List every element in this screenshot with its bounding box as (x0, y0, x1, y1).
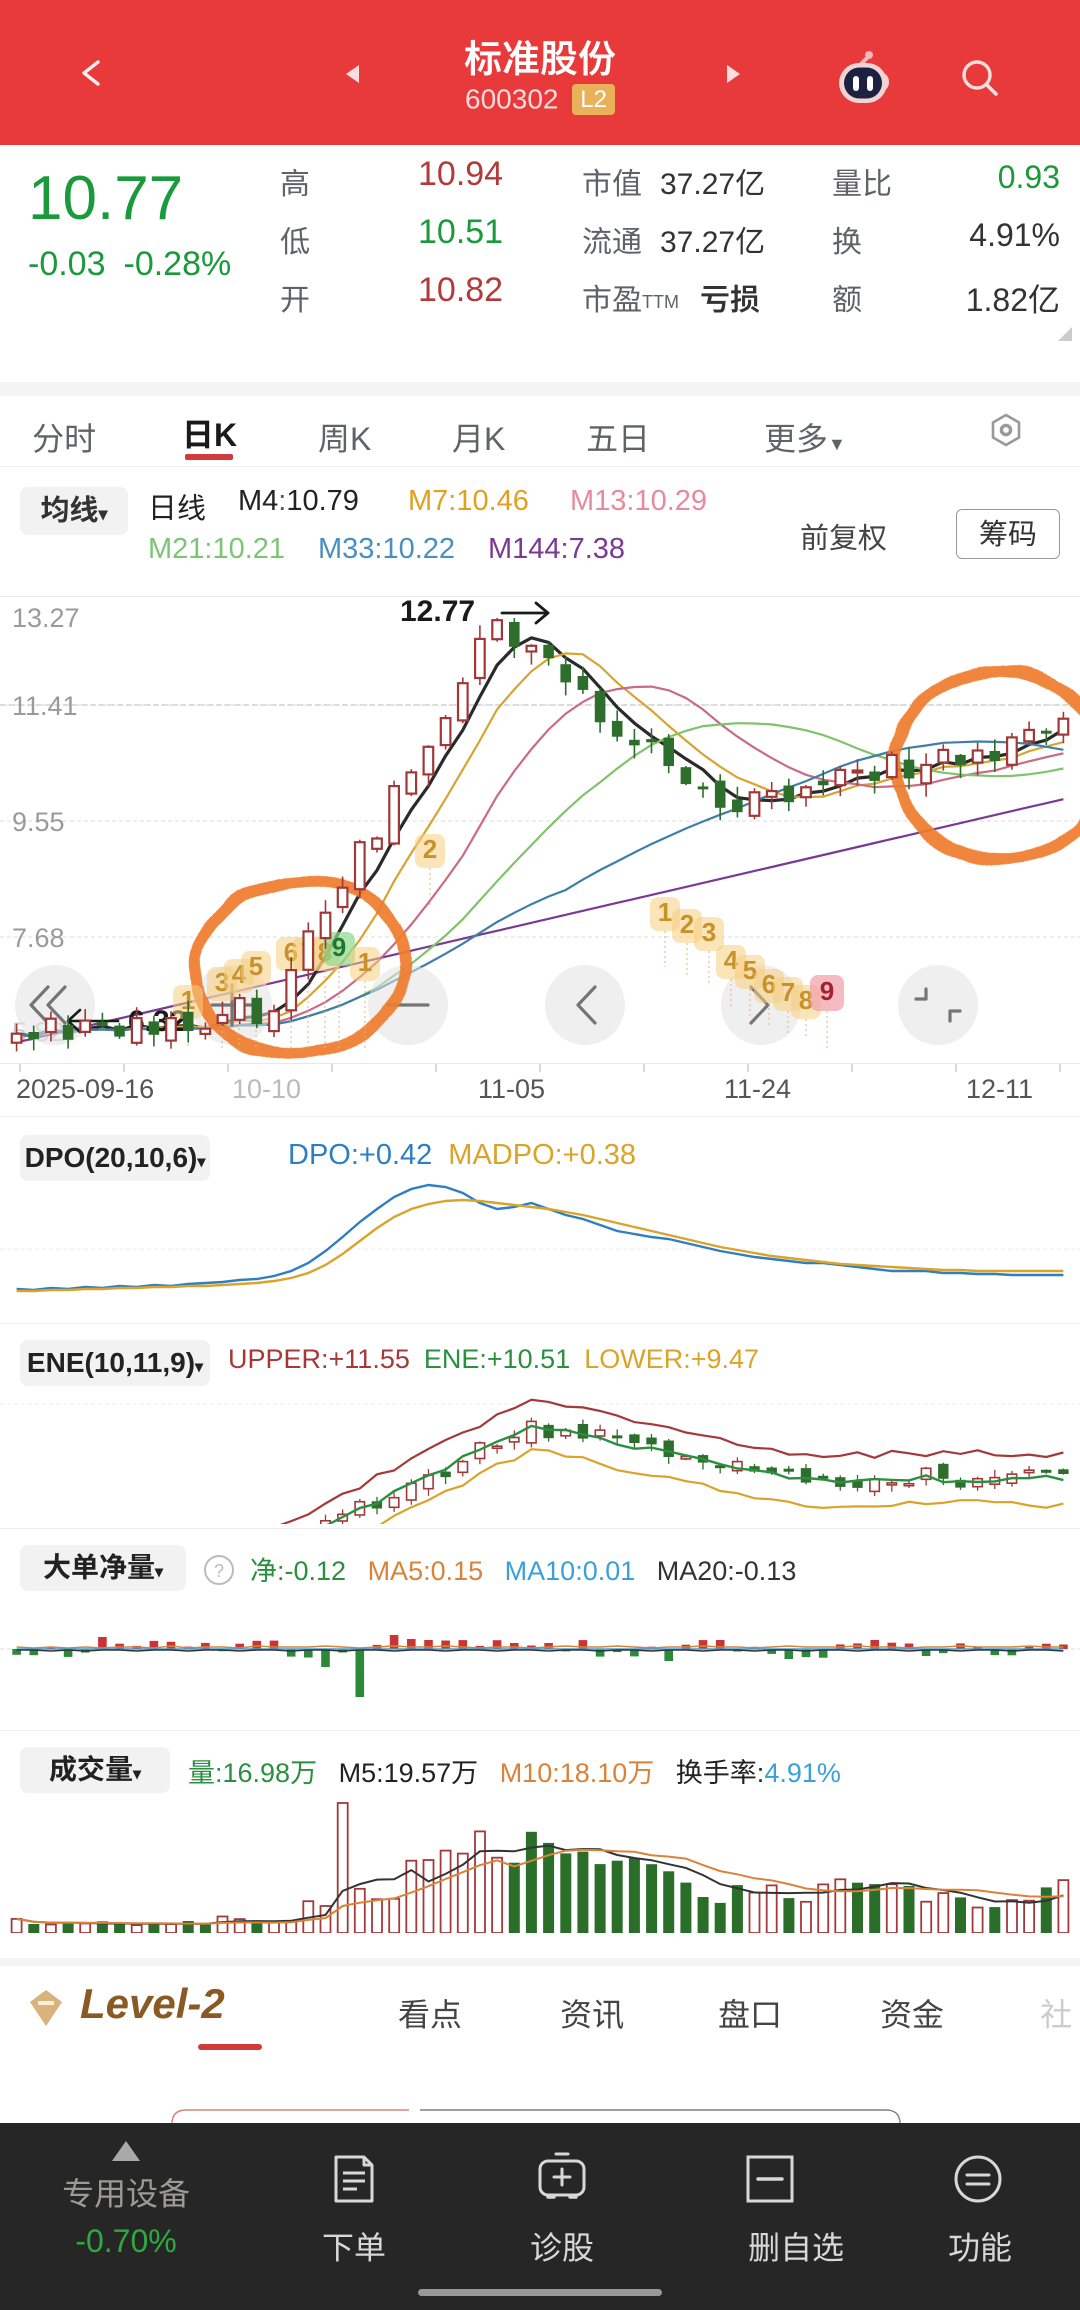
svg-text:3: 3 (702, 917, 716, 947)
svg-text:12.77: 12.77 (400, 597, 475, 628)
svg-text:?: ? (214, 1561, 224, 1581)
svg-text:1: 1 (658, 897, 672, 927)
svg-text:2: 2 (423, 834, 437, 864)
svg-text:9.55: 9.55 (12, 807, 65, 837)
svg-text:13.27: 13.27 (12, 603, 80, 633)
svg-text:2: 2 (680, 909, 694, 939)
svg-text:11.41: 11.41 (12, 691, 78, 721)
svg-text:9: 9 (332, 932, 346, 962)
svg-text:9: 9 (820, 976, 834, 1006)
svg-text:5: 5 (249, 951, 263, 981)
svg-text:1: 1 (358, 947, 372, 977)
svg-text:7.68: 7.68 (12, 923, 65, 953)
